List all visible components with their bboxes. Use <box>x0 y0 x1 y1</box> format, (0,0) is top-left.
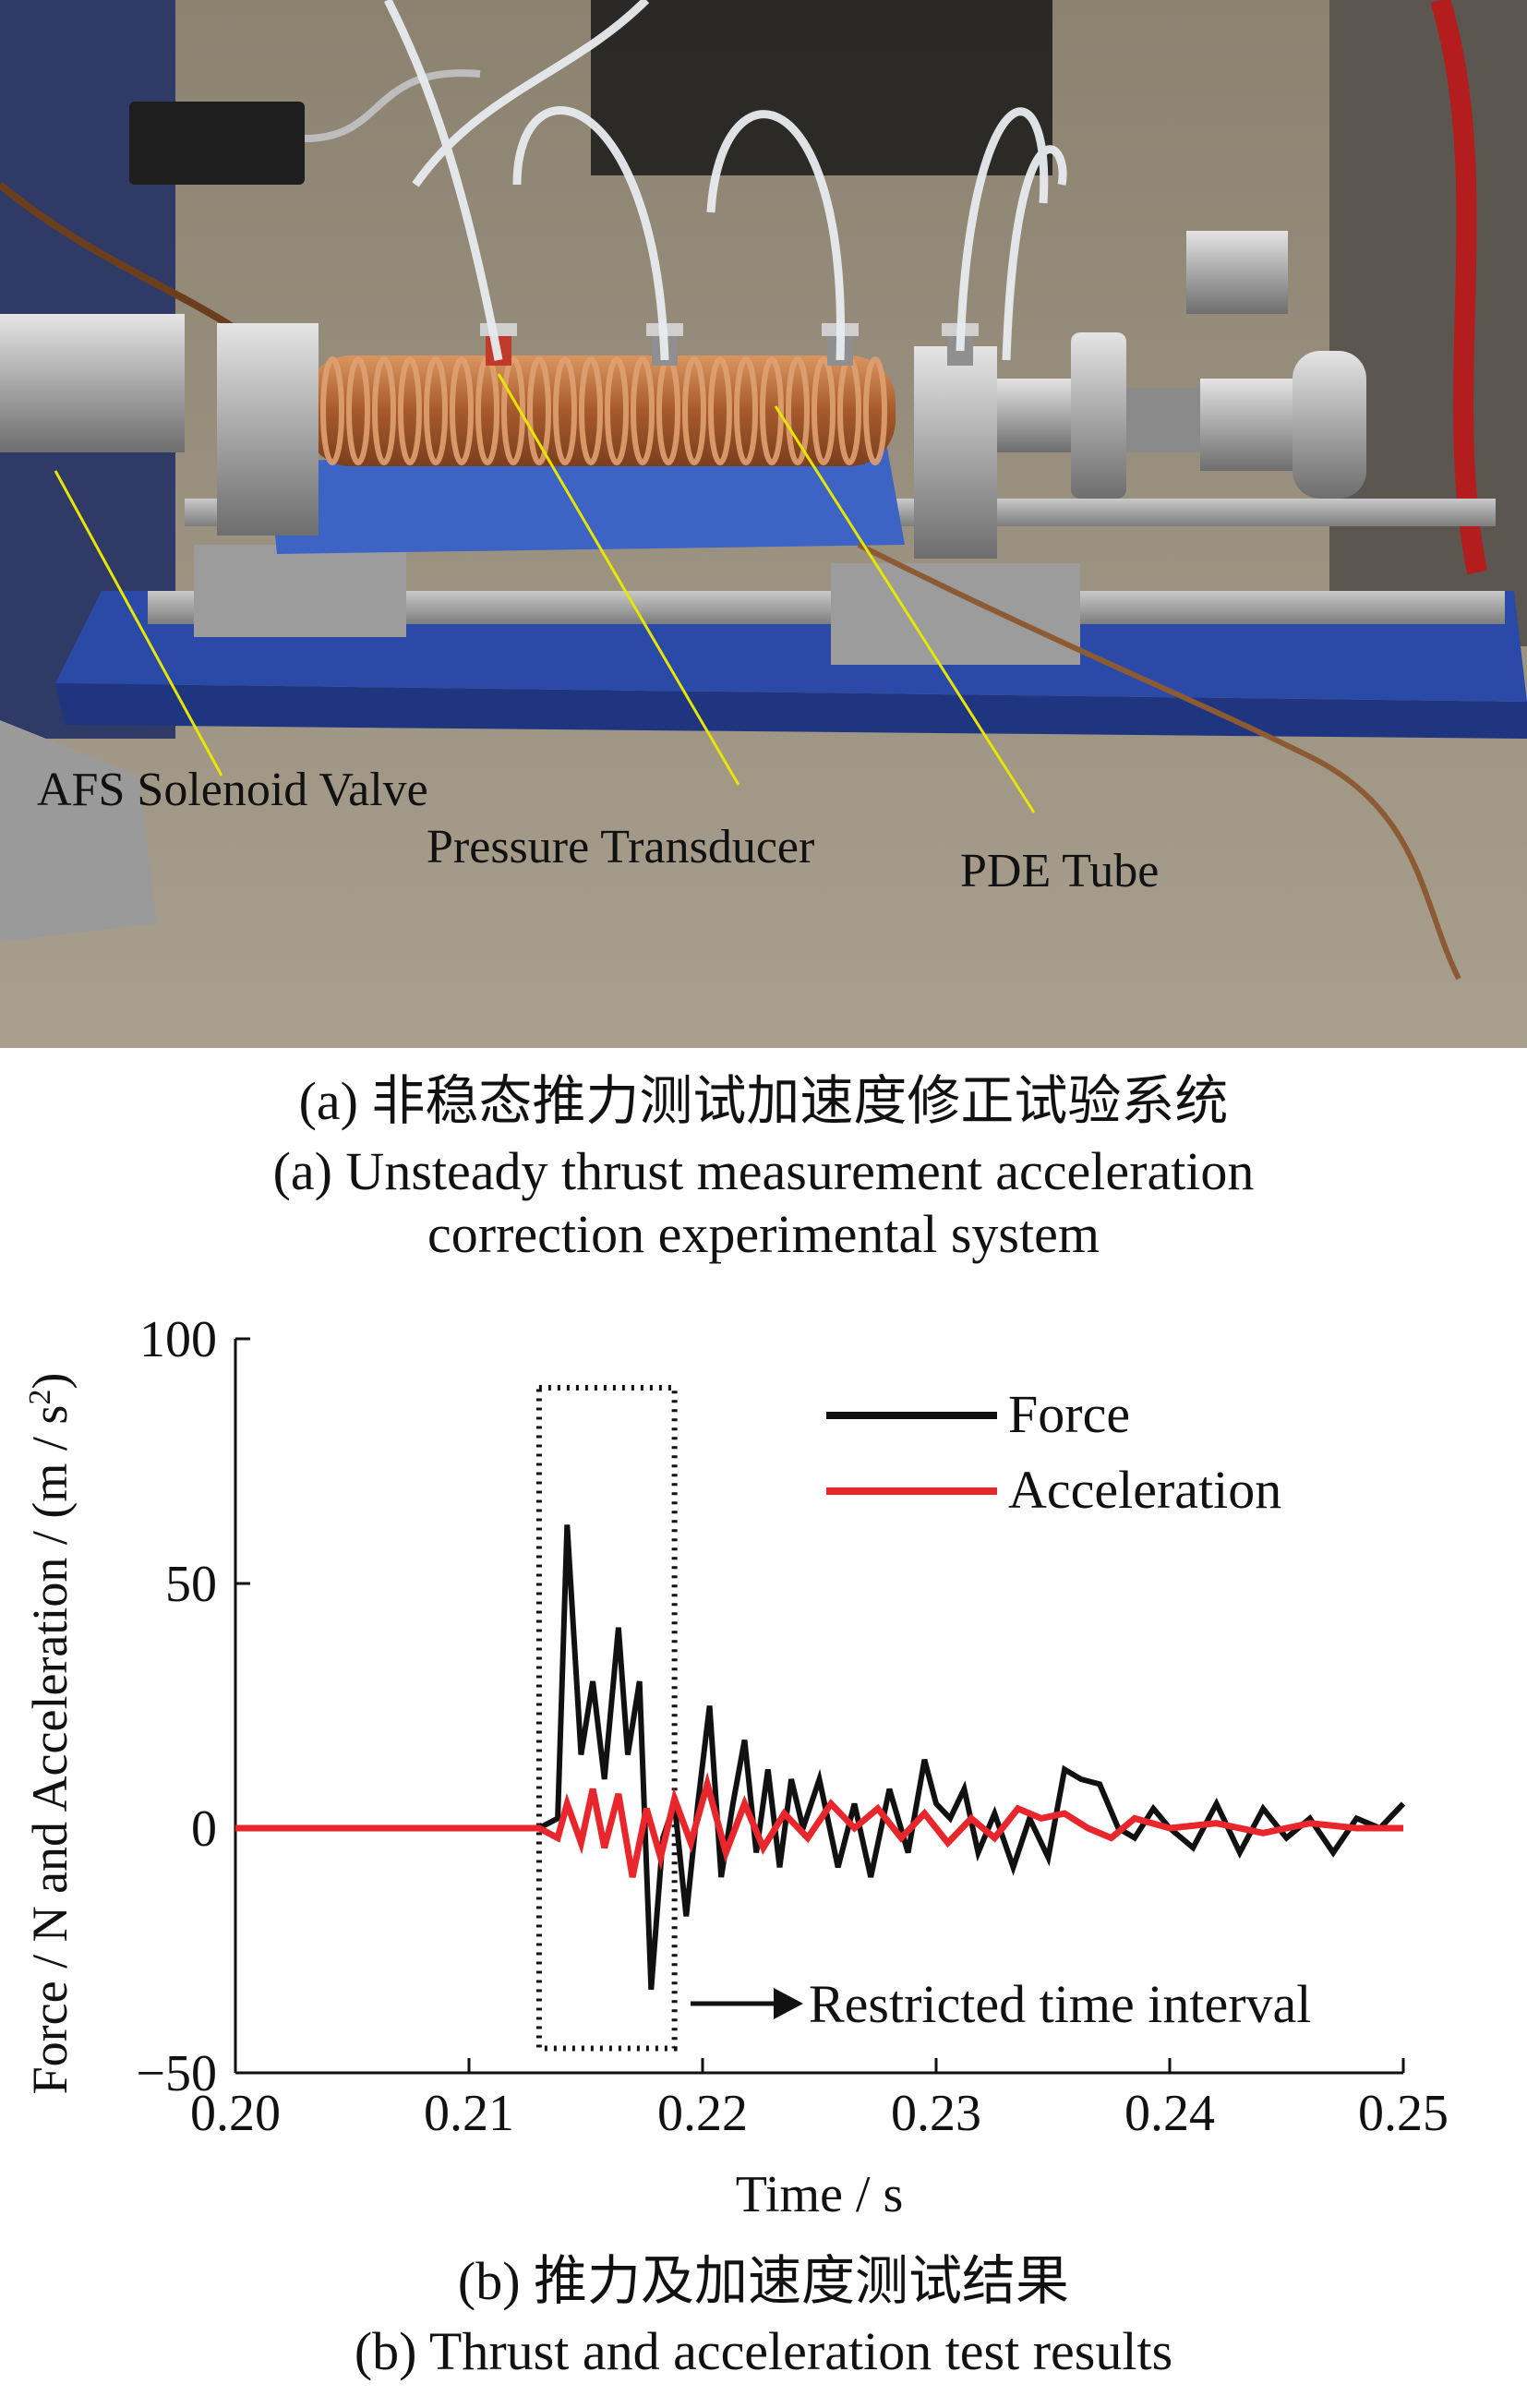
red-hose <box>1430 0 1487 575</box>
legend-label-acceleration: Acceleration <box>1008 1460 1281 1520</box>
leader-transducer <box>497 373 740 786</box>
y-tick-label: 50 <box>165 1556 217 1613</box>
chart-series <box>235 1524 1406 1991</box>
x-tick-label: 0.21 <box>424 2085 514 2142</box>
y-tick-label: −50 <box>136 2045 217 2102</box>
left-base-plate <box>0 720 157 942</box>
x-tick-label: 0.24 <box>1124 2085 1215 2142</box>
annotation-arrowhead <box>774 1988 803 2019</box>
caption-b-chinese: (b) 推力及加速度测试结果 <box>457 2251 1070 2311</box>
y-tick-label: 100 <box>139 1311 217 1368</box>
upper-valve-block <box>129 102 305 185</box>
x-axis-label: Time / s <box>736 2166 904 2223</box>
white-feed-tubes <box>383 0 1067 361</box>
acceleration-series-line <box>235 1772 1403 1878</box>
caption-b-english: (b) Thrust and acceleration test results <box>354 2321 1173 2381</box>
force-series-line <box>235 1524 1406 1991</box>
caption-a-english-line2: correction experimental system <box>427 1204 1100 1264</box>
label-pde-tube: PDE Tube <box>960 845 1159 897</box>
restricted-interval-annotation: Restricted time interval <box>691 1974 1311 2034</box>
y-tick-label: 0 <box>191 1800 217 1858</box>
y-axis-label-superscript: 2 <box>23 1390 57 1405</box>
x-tick-label: 0.22 <box>657 2085 748 2142</box>
support-block-right <box>914 346 997 559</box>
chart-axes: 0.20 0.21 0.22 0.23 0.24 0.25 −50 0 50 100 <box>136 1311 1449 2142</box>
annotation-text: Restricted time interval <box>809 1974 1311 2034</box>
label-pressure-transducer: Pressure Transducer <box>427 821 814 873</box>
y-axis-label-main: Force / N and Acceleration / (m / s <box>22 1405 78 2095</box>
flange-1 <box>1071 332 1126 499</box>
caption-a-chinese: (a) 非稳态推力测试加速度修正试验系统 <box>298 1071 1229 1131</box>
carriage-right <box>831 563 1080 665</box>
leader-tube <box>774 405 1036 813</box>
background-wall <box>1329 0 1527 646</box>
experimental-system-photo: AFS Solenoid Valve Pressure Transducer P… <box>0 0 1527 1048</box>
leader-solenoid <box>54 470 223 777</box>
caption-a-english-line1: (a) Unsteady thrust measurement accelera… <box>272 1141 1255 1201</box>
thermocouple-cable <box>857 542 1461 981</box>
x-tick-label: 0.23 <box>891 2085 981 2142</box>
x-tick-label: 0.20 <box>190 2085 281 2142</box>
foam-wrap <box>268 443 905 554</box>
background-cabinet <box>591 0 1052 175</box>
y-axis-label: Force / N and Acceleration / (m / s2) <box>22 1373 78 2095</box>
x-tick-label: 0.25 <box>1358 2085 1449 2142</box>
y-axis-label-tail: ) <box>22 1373 78 1390</box>
chart-legend: Force Acceleration <box>826 1384 1281 1520</box>
flange-2 <box>1293 351 1366 499</box>
top-sensor-block <box>1186 231 1288 314</box>
legend-label-force: Force <box>1008 1384 1130 1444</box>
support-block-left <box>217 323 319 536</box>
solenoid-valve-body <box>0 314 185 452</box>
label-solenoid-valve: AFS Solenoid Valve <box>37 764 428 816</box>
carriage-left <box>194 545 406 637</box>
thrust-acceleration-chart: 0.20 0.21 0.22 0.23 0.24 0.25 −50 0 50 100 Force A… <box>22 1311 1449 2223</box>
